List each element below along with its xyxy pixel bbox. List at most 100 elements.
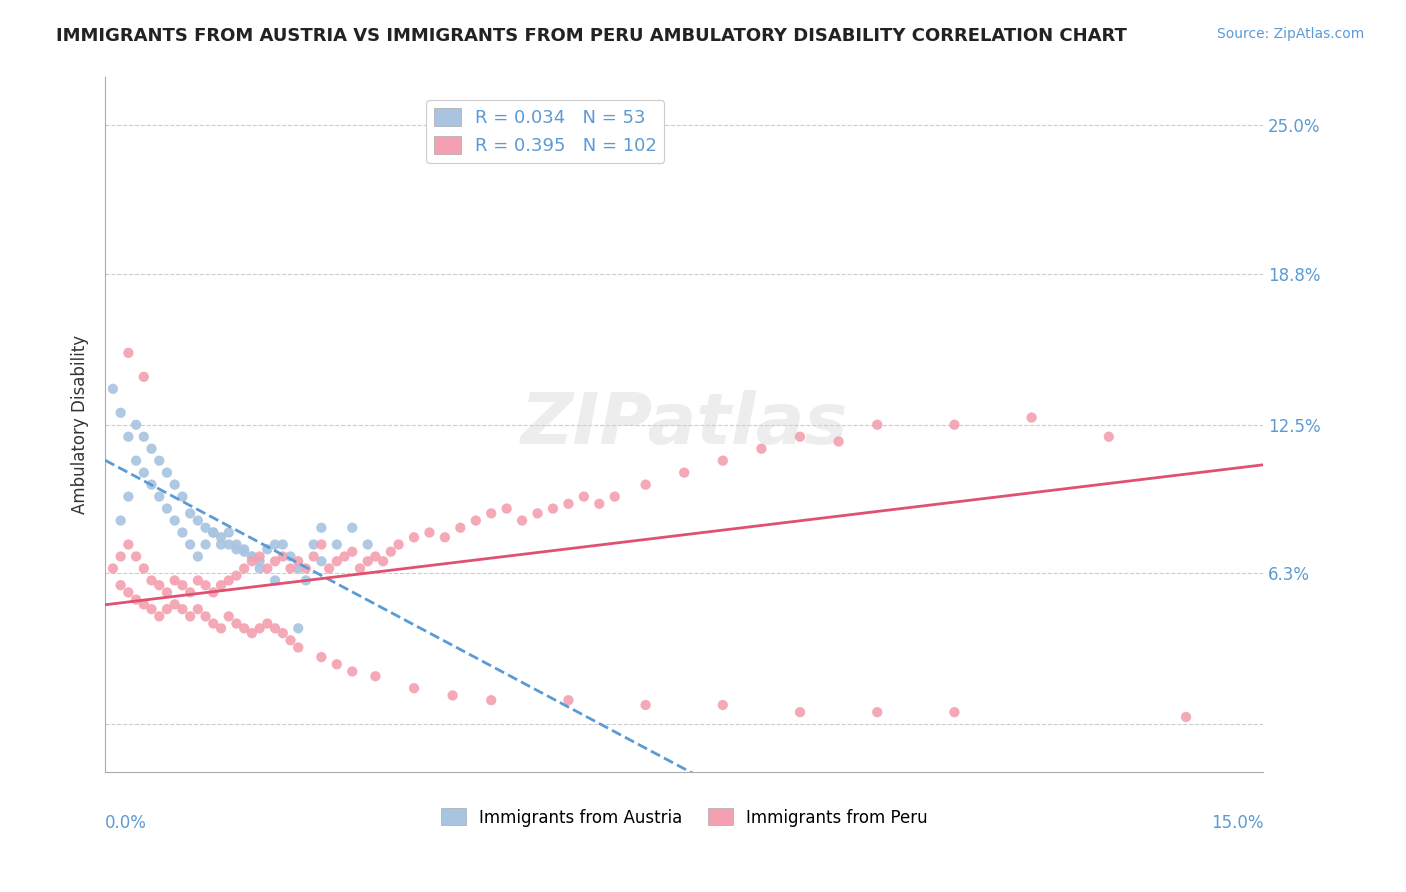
Point bbox=[264, 537, 287, 551]
Text: 15.0%: 15.0% bbox=[1211, 814, 1263, 831]
Point bbox=[510, 514, 533, 528]
Point bbox=[202, 585, 225, 599]
Point bbox=[280, 561, 302, 575]
Point bbox=[187, 602, 209, 616]
Point bbox=[240, 549, 263, 564]
Point bbox=[101, 382, 124, 396]
Point bbox=[1098, 430, 1121, 444]
Point bbox=[125, 549, 148, 564]
Point bbox=[110, 578, 132, 592]
Point bbox=[302, 549, 325, 564]
Point bbox=[634, 477, 657, 491]
Point bbox=[132, 466, 155, 480]
Point bbox=[132, 430, 155, 444]
Point bbox=[218, 537, 240, 551]
Point bbox=[156, 585, 179, 599]
Point bbox=[526, 507, 548, 521]
Point bbox=[179, 507, 201, 521]
Point bbox=[387, 537, 409, 551]
Point bbox=[172, 525, 194, 540]
Point bbox=[194, 521, 217, 535]
Point bbox=[371, 554, 394, 568]
Point bbox=[156, 602, 179, 616]
Point bbox=[295, 561, 318, 575]
Point bbox=[132, 369, 155, 384]
Point bbox=[194, 609, 217, 624]
Point bbox=[172, 578, 194, 592]
Point bbox=[202, 525, 225, 540]
Point bbox=[287, 561, 309, 575]
Text: Source: ZipAtlas.com: Source: ZipAtlas.com bbox=[1216, 27, 1364, 41]
Point bbox=[943, 417, 966, 432]
Point bbox=[318, 561, 340, 575]
Point bbox=[751, 442, 773, 456]
Point bbox=[249, 549, 271, 564]
Point bbox=[588, 497, 610, 511]
Point bbox=[349, 561, 371, 575]
Point bbox=[132, 598, 155, 612]
Point bbox=[148, 609, 170, 624]
Point bbox=[1175, 710, 1198, 724]
Point bbox=[156, 501, 179, 516]
Point bbox=[141, 477, 163, 491]
Point bbox=[218, 525, 240, 540]
Point bbox=[187, 549, 209, 564]
Point bbox=[311, 521, 333, 535]
Point bbox=[264, 554, 287, 568]
Point bbox=[156, 466, 179, 480]
Point bbox=[326, 657, 349, 672]
Point bbox=[233, 561, 256, 575]
Point bbox=[225, 537, 247, 551]
Point bbox=[342, 544, 364, 558]
Point bbox=[141, 602, 163, 616]
Point bbox=[209, 537, 232, 551]
Point bbox=[342, 665, 364, 679]
Legend: Immigrants from Austria, Immigrants from Peru: Immigrants from Austria, Immigrants from… bbox=[434, 802, 934, 833]
Point bbox=[163, 477, 186, 491]
Point bbox=[311, 554, 333, 568]
Point bbox=[163, 574, 186, 588]
Point bbox=[418, 525, 440, 540]
Point bbox=[110, 406, 132, 420]
Point bbox=[202, 616, 225, 631]
Point bbox=[264, 574, 287, 588]
Point bbox=[163, 598, 186, 612]
Point bbox=[271, 549, 294, 564]
Point bbox=[326, 554, 349, 568]
Point bbox=[240, 626, 263, 640]
Point bbox=[287, 640, 309, 655]
Point bbox=[163, 514, 186, 528]
Point bbox=[148, 578, 170, 592]
Point bbox=[557, 497, 579, 511]
Point bbox=[326, 537, 349, 551]
Point bbox=[233, 544, 256, 558]
Point bbox=[132, 561, 155, 575]
Point bbox=[125, 453, 148, 467]
Point bbox=[541, 501, 564, 516]
Point bbox=[441, 689, 464, 703]
Text: 0.0%: 0.0% bbox=[105, 814, 148, 831]
Point bbox=[479, 693, 502, 707]
Point bbox=[233, 621, 256, 635]
Point bbox=[218, 609, 240, 624]
Point bbox=[110, 549, 132, 564]
Point bbox=[789, 705, 811, 719]
Point bbox=[249, 561, 271, 575]
Text: IMMIGRANTS FROM AUSTRIA VS IMMIGRANTS FROM PERU AMBULATORY DISABILITY CORRELATIO: IMMIGRANTS FROM AUSTRIA VS IMMIGRANTS FR… bbox=[56, 27, 1128, 45]
Point bbox=[179, 609, 201, 624]
Point bbox=[148, 453, 170, 467]
Point bbox=[866, 705, 889, 719]
Point bbox=[402, 681, 425, 696]
Point bbox=[295, 574, 318, 588]
Point bbox=[256, 561, 278, 575]
Text: ZIPatlas: ZIPatlas bbox=[520, 390, 848, 459]
Point bbox=[673, 466, 696, 480]
Y-axis label: Ambulatory Disability: Ambulatory Disability bbox=[72, 335, 89, 515]
Point bbox=[172, 602, 194, 616]
Point bbox=[187, 514, 209, 528]
Point bbox=[364, 549, 387, 564]
Point bbox=[179, 585, 201, 599]
Point bbox=[311, 650, 333, 665]
Point bbox=[264, 621, 287, 635]
Point bbox=[172, 490, 194, 504]
